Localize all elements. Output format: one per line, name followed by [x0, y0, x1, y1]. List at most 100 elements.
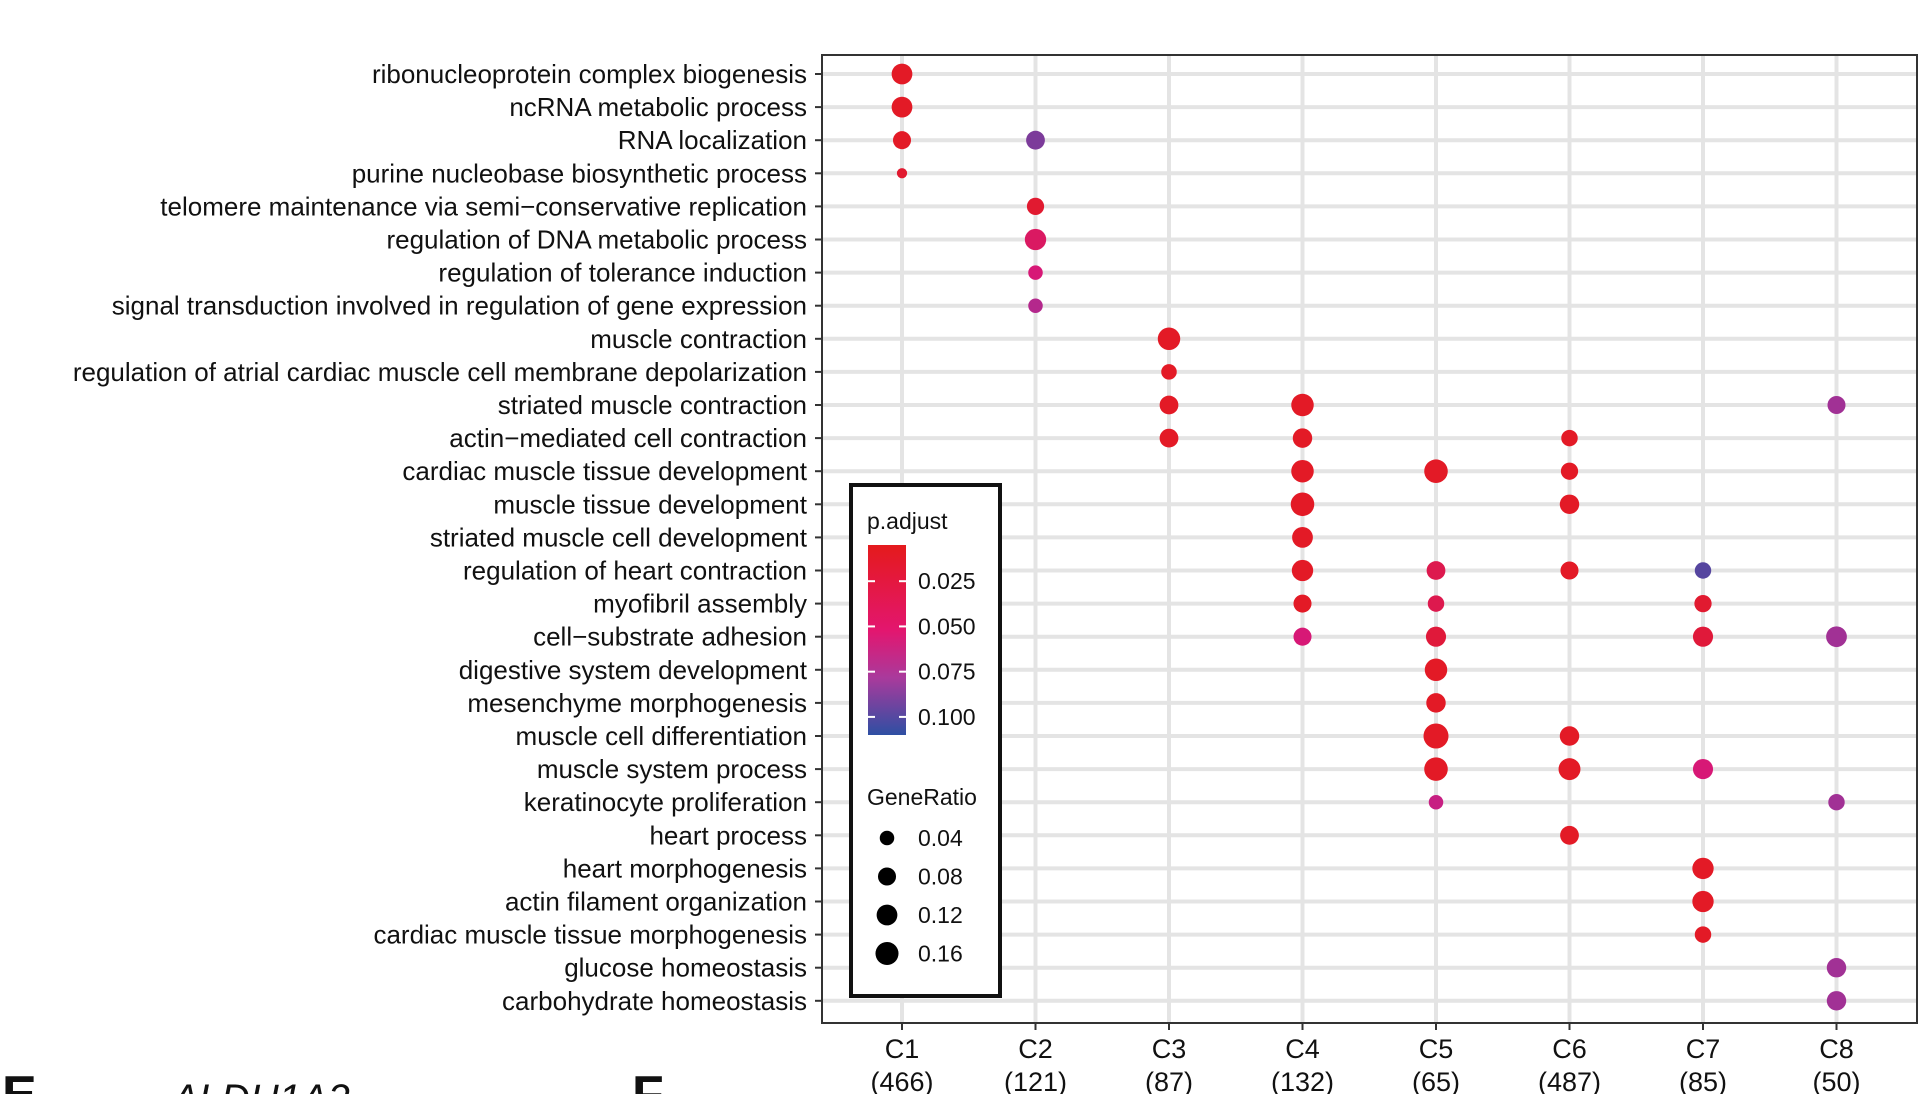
dot-c8: [1827, 395, 1846, 415]
color-bar-label: 0.100: [918, 704, 976, 730]
dot-c6: [1559, 494, 1580, 515]
dot-c1: [892, 131, 912, 150]
dot-c4: [1293, 627, 1312, 646]
y-tick-label: heart process: [649, 820, 807, 850]
x-tick-count: (132): [1271, 1067, 1334, 1094]
y-tick-label: actin−mediated cell contraction: [449, 423, 807, 453]
x-tick-count: (50): [1812, 1067, 1860, 1094]
dot-c7: [1694, 594, 1712, 613]
y-tick-label: RNA localization: [618, 125, 807, 155]
dot-c2: [1026, 130, 1045, 150]
panel-letter-f: F: [632, 1066, 664, 1094]
dot-c8: [1828, 793, 1845, 811]
y-tick-label: muscle tissue development: [493, 489, 807, 519]
legend: p.adjust 0.025 0.050 0.075 0.100 GeneRatio 0.0…: [849, 483, 1002, 998]
color-bar-label: 0.025: [918, 568, 976, 594]
x-tick-count: (65): [1412, 1067, 1460, 1094]
x-tick-label: C3: [1152, 1034, 1187, 1064]
dot-c5: [1424, 757, 1448, 781]
panel-letter-e: E: [2, 1066, 37, 1094]
dot-c3: [1159, 428, 1179, 448]
dot-c5: [1428, 794, 1444, 810]
dot-c5: [1423, 723, 1449, 749]
dot-c5: [1424, 658, 1448, 682]
color-bar-label: 0.050: [918, 613, 976, 639]
dot-c4: [1291, 559, 1314, 582]
dot-c7: [1692, 759, 1714, 780]
dot-c3: [1161, 364, 1177, 380]
y-tick-label: mesenchyme morphogenesis: [467, 688, 807, 718]
y-tick-label: purine nucleobase biosynthetic process: [352, 158, 807, 188]
dot-c4: [1292, 428, 1313, 448]
size-legend-label: 0.12: [918, 902, 963, 928]
y-tick-label: cell−substrate adhesion: [533, 622, 807, 652]
dot-c7: [1694, 562, 1712, 579]
x-tick-label: C5: [1419, 1034, 1454, 1064]
color-bar-label: 0.075: [918, 659, 976, 685]
dot-c8: [1826, 626, 1847, 648]
dot-c6: [1560, 561, 1579, 580]
dot-c7: [1694, 926, 1712, 943]
dot-c4: [1293, 594, 1312, 613]
dot-c5: [1427, 595, 1445, 612]
legend-box: [849, 483, 1002, 998]
y-tick-label: actin filament organization: [505, 887, 807, 917]
dot-c1: [891, 63, 913, 85]
dot-c5: [1426, 693, 1446, 713]
x-tick-count: (87): [1145, 1067, 1193, 1094]
x-tick-count: (487): [1538, 1067, 1601, 1094]
dot-c7: [1692, 857, 1714, 880]
dot-c6: [1560, 462, 1579, 480]
y-tick-label: ncRNA metabolic process: [509, 92, 807, 122]
size-legend-dot: [876, 904, 898, 926]
grid-lines: [822, 55, 1917, 1023]
x-tick-label: C8: [1819, 1034, 1854, 1064]
size-legend-label: 0.16: [918, 941, 963, 967]
dot-c6: [1558, 758, 1581, 781]
dot-c4: [1290, 492, 1315, 517]
x-tick-label: C7: [1686, 1034, 1721, 1064]
y-tick-label: telomere maintenance via semi−conservati…: [160, 191, 807, 221]
dot-c5: [1424, 459, 1448, 483]
x-tick-label: C2: [1018, 1034, 1053, 1064]
panel-fragments: E ALDH1A2 F: [2, 1066, 664, 1094]
dot-c6: [1559, 726, 1580, 746]
dot-c3: [1157, 327, 1181, 351]
dot-c2: [1028, 265, 1043, 280]
y-tick-label: keratinocyte proliferation: [524, 787, 807, 817]
y-tick-label: regulation of tolerance induction: [438, 258, 807, 288]
y-tick-label: muscle system process: [537, 754, 807, 784]
dot-c4: [1291, 393, 1314, 417]
y-tick-label: heart morphogenesis: [563, 853, 807, 883]
dot-c1: [896, 168, 908, 179]
legend-size-title: GeneRatio: [867, 784, 977, 810]
y-tick-label: cardiac muscle tissue development: [402, 456, 807, 486]
size-legend-dot: [877, 867, 897, 886]
x-tick-label: C4: [1285, 1034, 1320, 1064]
dot-c7: [1692, 626, 1714, 647]
data-points: [891, 63, 1847, 1011]
legend-color-title: p.adjust: [867, 508, 948, 534]
dot-c6: [1560, 825, 1579, 845]
x-tick-count: (121): [1004, 1067, 1067, 1094]
y-tick-label: striated muscle cell development: [430, 522, 808, 552]
y-tick-label: regulation of DNA metabolic process: [386, 225, 807, 255]
y-tick-label: signal transduction involved in regulati…: [112, 291, 807, 321]
y-tick-label: myofibril assembly: [593, 589, 807, 619]
y-tick-label: carbohydrate homeostasis: [502, 986, 807, 1016]
dot-c8: [1826, 991, 1847, 1011]
dot-c2: [1026, 197, 1045, 216]
dot-c8: [1826, 957, 1847, 978]
dot-c6: [1561, 429, 1578, 447]
dot-c7: [1692, 890, 1714, 913]
y-tick-label: regulation of heart contraction: [463, 556, 807, 586]
dot-c4: [1291, 459, 1314, 483]
dot-c1: [891, 96, 913, 118]
y-axis: ribonucleoprotein complex biogenesisncRN…: [73, 59, 822, 1016]
size-legend-label: 0.04: [918, 825, 963, 851]
dot-c2: [1028, 298, 1043, 313]
x-axis: C1 (466) C2 (121) C3 (87) C4 (132) C5 (65) C6 (487)…: [870, 1023, 1861, 1094]
dot-c3: [1159, 395, 1179, 415]
y-tick-label: cardiac muscle tissue morphogenesis: [373, 920, 807, 950]
